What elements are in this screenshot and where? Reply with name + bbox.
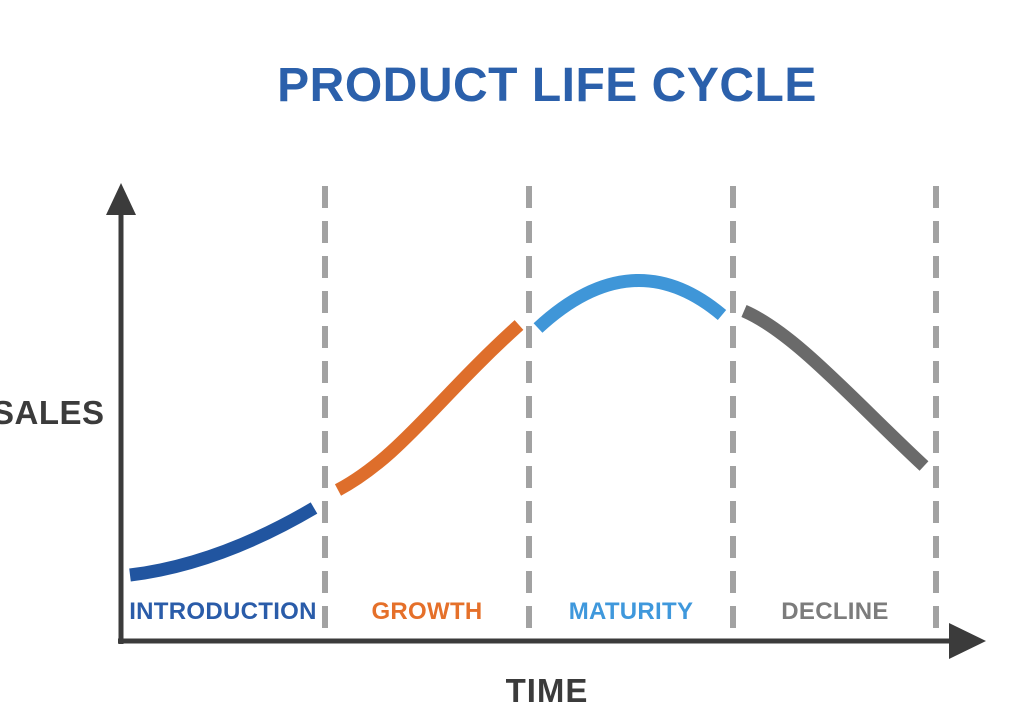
phase-label-decline: DECLINE (781, 598, 889, 625)
y-axis-label: SALES (0, 394, 105, 431)
y-axis-arrow-icon (106, 183, 136, 215)
phase-label-maturity: MATURITY (568, 598, 694, 625)
diagram-title: PRODUCT LIFE CYCLE (277, 59, 817, 112)
decline-curve (741, 305, 929, 471)
maturity-curve (533, 274, 727, 333)
x-axis-arrow-icon (949, 623, 986, 659)
phase-label-introduction: INTRODUCTION (129, 598, 317, 625)
growth-curve (334, 320, 524, 496)
x-axis-label: TIME (505, 672, 589, 709)
phase-label-growth: GROWTH (371, 598, 483, 625)
introduction-curve (129, 502, 318, 582)
